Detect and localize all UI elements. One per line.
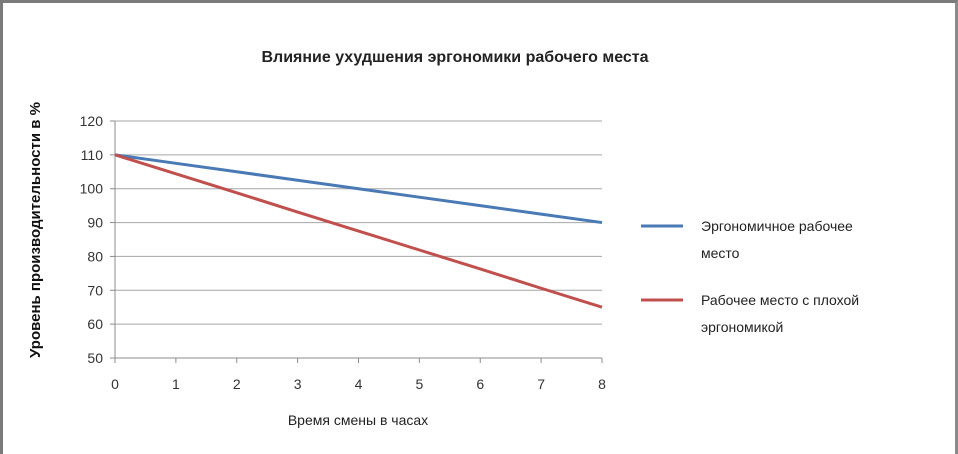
y-axis-label: Уровень производительности в % [27,102,44,358]
series-line-1 [114,153,603,225]
chart-title: Влияние ухудшения эргономики рабочего ме… [261,49,648,66]
x-tick-label-6: 6 [476,376,484,392]
y-tick-label-120: 120 [80,113,104,129]
x-tick-label-1: 1 [172,376,180,392]
x-axis-ticks: 0 1 2 3 4 5 6 7 8 [111,358,606,392]
y-tick-label-110: 110 [81,147,104,163]
y-tick-label-70: 70 [87,282,103,298]
x-tick-label-8: 8 [598,376,606,392]
x-axis-label: Время смены в часах [288,412,428,428]
y-tick-label-50: 50 [87,350,103,366]
legend-label-1-line-2: место [701,245,740,261]
y-tick-label-90: 90 [87,215,103,231]
x-tick-label-7: 7 [537,376,545,392]
x-tick-label-5: 5 [415,376,423,392]
y-tick-label-60: 60 [87,316,103,332]
x-tick-label-3: 3 [294,376,302,392]
legend-label-2-line-2: эргономикой [701,319,783,335]
series-line-2 [114,153,603,309]
gridlines [115,120,602,325]
axes [114,121,602,359]
legend: Эргономичное рабочее место Рабочее место с… [641,218,859,335]
y-tick-label-100: 100 [80,181,104,197]
x-tick-label-2: 2 [233,376,241,392]
series-lines [114,153,603,309]
x-tick-label-4: 4 [355,376,363,392]
y-axis-ticks: 50 60 70 80 90 100 110 120 [80,113,115,366]
y-tick-label-80: 80 [87,248,103,264]
x-tick-label-0: 0 [111,376,119,392]
legend-label-1-line-1: Эргономичное рабочее [701,218,853,234]
legend-label-2-line-1: Рабочее место с плохой [701,292,859,308]
